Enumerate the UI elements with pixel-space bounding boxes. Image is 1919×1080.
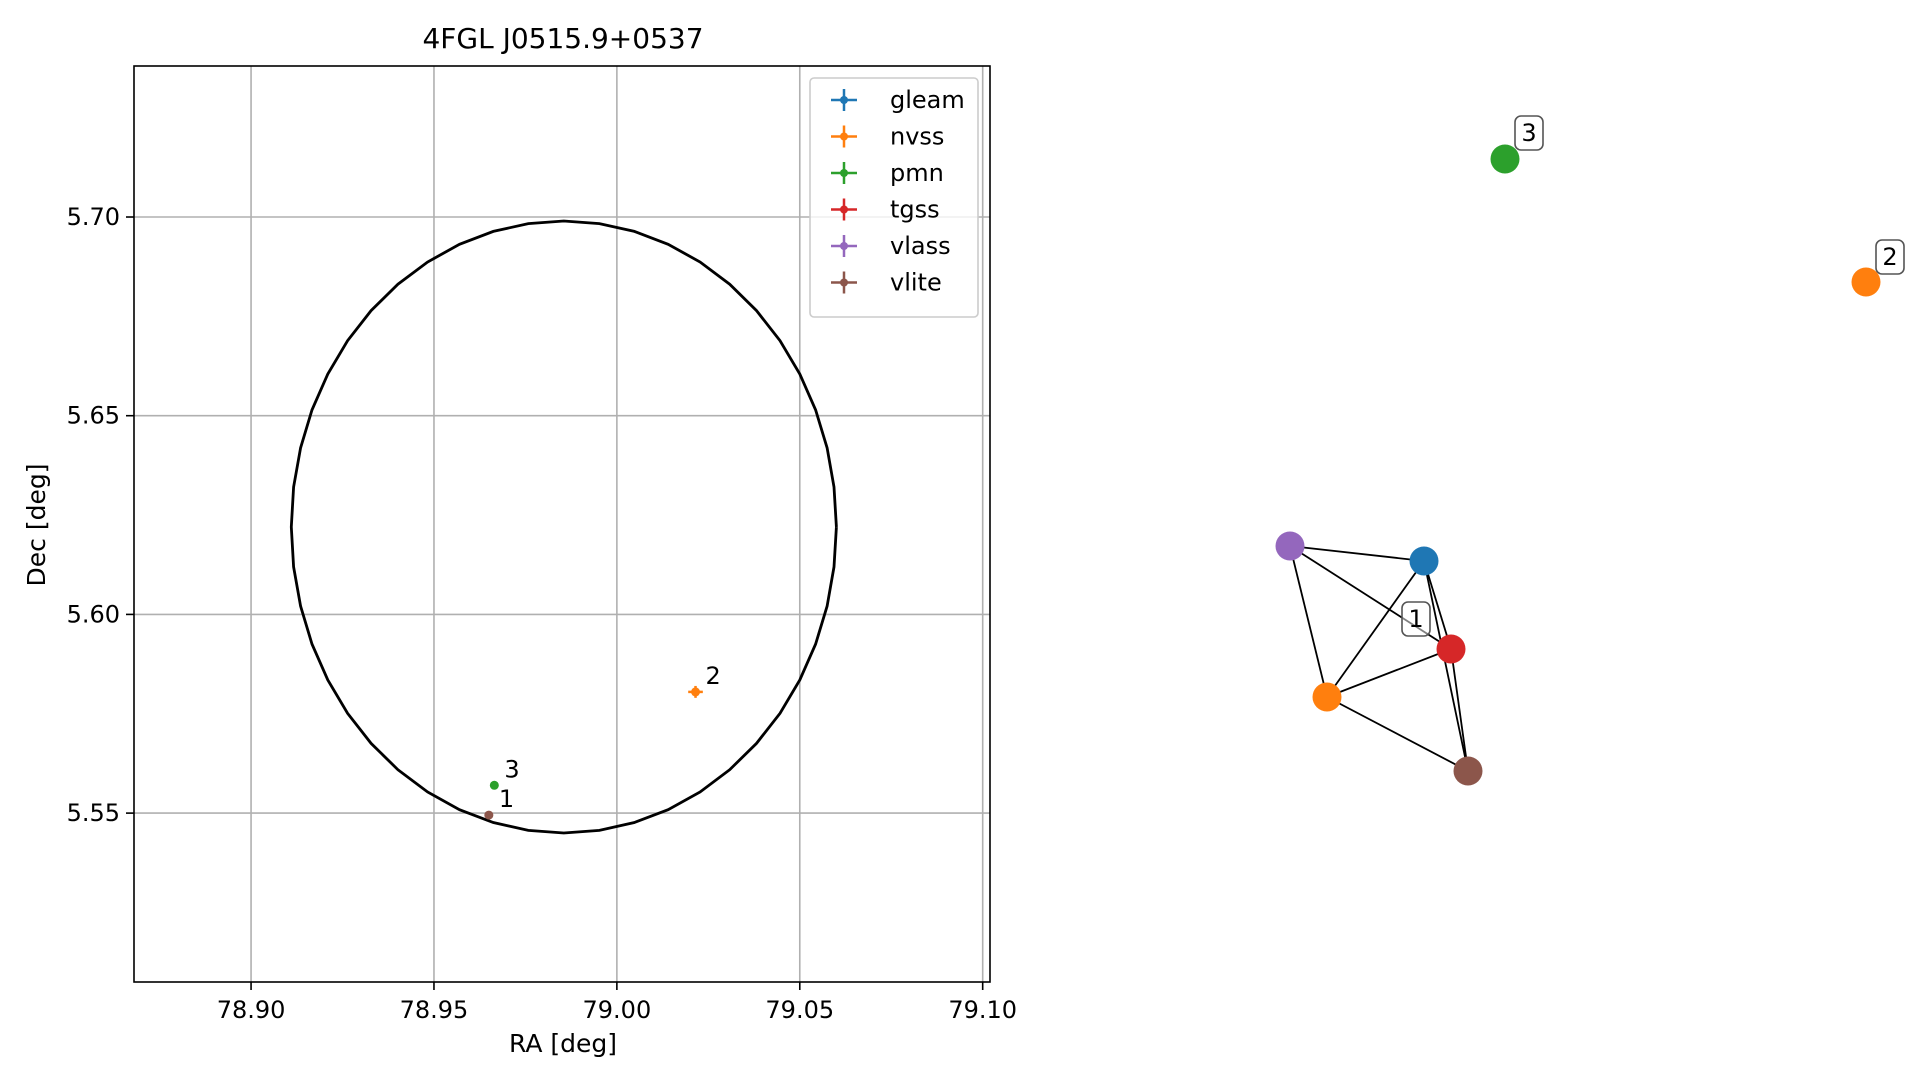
vlite-source-point [484,810,494,820]
vlass-legend-marker [840,242,848,250]
graph-edge [1326,560,1425,698]
chart-title: 4FGL J0515.9+0537 [422,22,703,55]
graph-nodes [1275,144,1881,786]
graph-node-nvss [1312,682,1342,712]
group-label-text: 2 [1882,243,1897,271]
graph-edge [1423,560,1469,772]
y-tick-label: 5.65 [67,402,120,430]
x-tick-label: 78.95 [400,996,469,1024]
nvss-legend-marker [840,132,848,141]
x-axis-label: RA [deg] [509,1029,617,1058]
x-tick-label: 78.90 [217,996,286,1024]
group-label-box [1401,601,1431,637]
graph-edge [1326,696,1469,772]
nvss-source-point [691,687,701,697]
x-tick-label: 79.10 [948,996,1017,1024]
graph-group-labels: 1 2 3 [1401,115,1905,637]
source-group-label: 2 [706,662,721,690]
x-tick-label: 79.05 [765,996,834,1024]
tgss-legend-marker [840,205,848,214]
source-group-label: 3 [504,755,519,783]
source-markers [484,685,703,820]
pmn-source-point [489,780,499,790]
graph-edge [1289,545,1328,698]
graph-edge [1450,648,1469,772]
y-tick-label: 5.60 [67,600,120,628]
vlite-legend-marker [840,278,848,287]
legend-label: vlite [890,269,942,297]
y-tick-label: 5.70 [67,203,120,231]
y-axis-label: Dec [deg] [22,464,51,587]
graph-node-nvss-2 [1851,267,1881,297]
group-label-box [1875,239,1905,275]
graph-edge [1423,560,1452,650]
pmn-legend-marker [840,169,848,177]
group-label-text: 3 [1521,119,1536,147]
graph-edge [1289,545,1425,562]
graph-edges [1289,545,1469,772]
group-label-box [1514,115,1544,151]
legend-label: vlass [890,232,951,260]
graph-node-pmn [1490,144,1520,174]
grid-lines [134,66,990,982]
x-axis-ticks: 78.90 78.95 79.00 79.05 79.10 [217,982,1017,1024]
source-group-label: 1 [499,785,514,813]
legend-label: pmn [890,159,944,187]
legend: gleam nvss pmn tgss vlass vlite [809,77,979,318]
graph-node-vlass [1275,531,1305,561]
legend-label: nvss [890,123,944,151]
legend-label: tgss [890,196,940,224]
group-label-text: 1 [1408,605,1423,633]
source-labels: 2 31 [499,662,721,813]
legend-label: gleam [890,86,965,114]
graph-node-vlite [1453,756,1483,786]
localization-ellipse [289,219,838,835]
sky-plot-axes: 231 78.90 78.95 79.00 79.05 79.10 5.555.605.… [22,22,1017,1058]
gleam-legend-marker [840,96,848,104]
y-tick-label: 5.55 [67,799,120,827]
graph-edge [1326,648,1452,698]
graph-node-gleam [1409,546,1439,576]
association-graph: 1 2 3 [1275,115,1905,786]
x-tick-label: 79.00 [583,996,652,1024]
axes-frame [133,65,991,983]
y-axis-ticks: 5.55 5.60 5.65 5.70 [67,203,134,827]
graph-node-tgss [1436,634,1466,664]
